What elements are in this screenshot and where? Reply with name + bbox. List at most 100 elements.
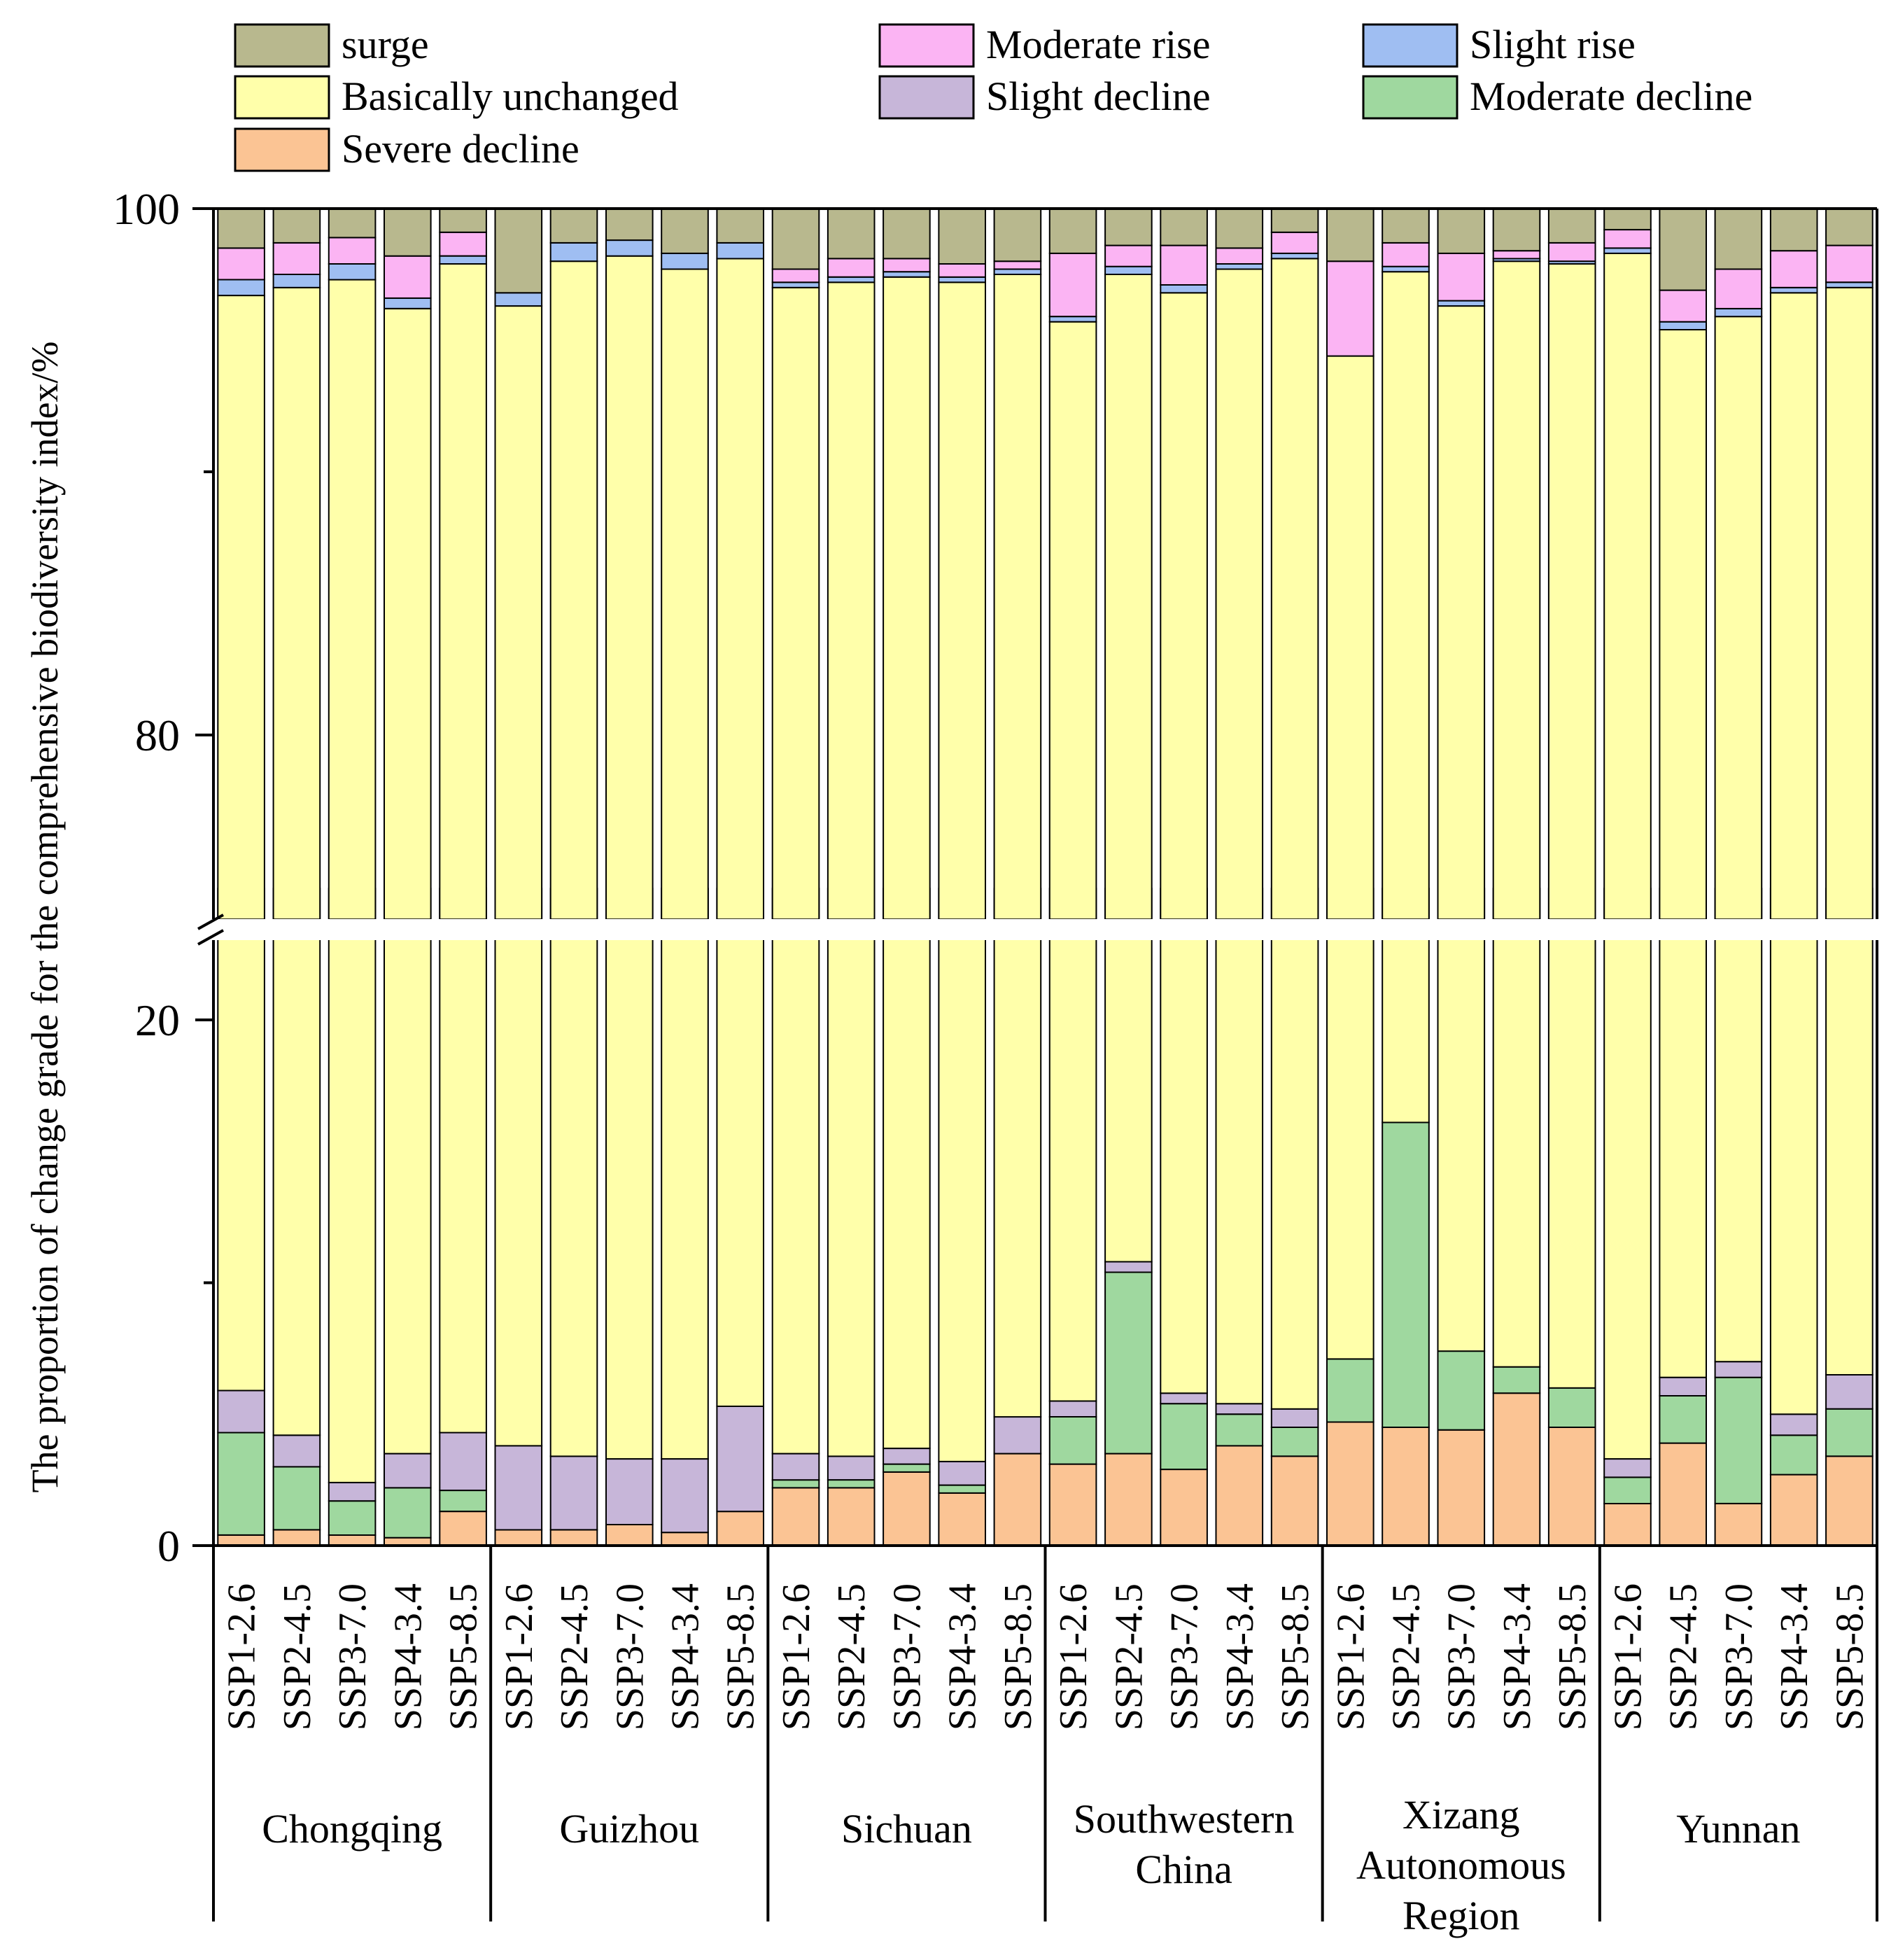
bar-segment-slight-decline	[439, 1432, 487, 1492]
x-tick-label: SSP1-2.6	[498, 1583, 541, 1730]
bar-segment-slight-rise	[771, 281, 820, 288]
x-axis-labels: Chongqing Guizhou Sichuan Southwestern China…	[212, 1546, 1878, 1938]
x-tick-label: SSP4-3.4	[1773, 1583, 1816, 1730]
bars: SSP1-2.6 SSP2-4.5 SSP3-7.0 SSP4-3.4 SSP5-8.5…	[203, 208, 1883, 1730]
bar-4-1	[1382, 208, 1430, 1546]
bar-4-0	[1326, 208, 1375, 1546]
bar-1-2	[605, 208, 654, 1546]
x-tick-label: SSP3-7.0	[1717, 1583, 1761, 1730]
bar-segment-surge	[439, 208, 487, 233]
bar-segment-severe-decline	[1382, 1427, 1430, 1546]
axes: 0 20 80 100	[113, 184, 1878, 1571]
bar-2-0	[771, 208, 820, 1546]
bar-segment-basically-unchanged	[217, 295, 265, 920]
bar-segment-basically-unchanged	[771, 286, 820, 920]
bar-segment-surge	[883, 208, 931, 260]
bar-segment-surge	[1659, 208, 1707, 291]
bar-segment-surge	[716, 208, 765, 244]
bar-3-0	[1048, 208, 1097, 1547]
bar-segment-slight-decline	[1769, 1413, 1818, 1436]
bar-2-3	[938, 208, 987, 1546]
bar-segment-surge	[1104, 208, 1153, 246]
bar-4-2	[1437, 208, 1486, 1547]
group-label: Region	[1403, 1893, 1520, 1938]
bar-segment-slight-rise	[827, 276, 876, 284]
bar-segment-basically-unchanged	[1326, 888, 1375, 1360]
bar-segment-severe-decline	[217, 1534, 265, 1546]
group-label: China	[1135, 1847, 1232, 1892]
bar-segment-slight-rise	[328, 263, 377, 281]
group-label: Yunnan	[1676, 1806, 1800, 1851]
bar-segment-slight-rise	[661, 252, 709, 270]
bar-segment-surge	[661, 208, 709, 254]
x-tick-label: SSP4-3.4	[941, 1583, 985, 1730]
bar-segment-severe-decline	[1714, 1502, 1763, 1546]
legend-label: Severe decline	[342, 126, 579, 172]
bar-segment-slight-decline	[993, 1416, 1042, 1455]
bar-segment-slight-rise	[1160, 284, 1208, 294]
bar-segment-moderate-rise	[1270, 231, 1319, 254]
bar-segment-basically-unchanged	[549, 888, 598, 1457]
bar-segment-basically-unchanged	[1104, 274, 1153, 920]
bar-segment-basically-unchanged	[1048, 888, 1097, 1402]
bar-segment-slight-decline	[328, 1481, 377, 1502]
bar-segment-moderate-decline	[1160, 1403, 1208, 1471]
bar-segment-basically-unchanged	[384, 307, 432, 920]
bar-segment-severe-decline	[1825, 1455, 1874, 1547]
x-tick-label: SSP3-7.0	[885, 1583, 929, 1730]
bar-segment-basically-unchanged	[1104, 888, 1153, 1263]
x-tick-label: SSP2-4.5	[830, 1583, 873, 1730]
bar-segment-slight-decline	[716, 1406, 765, 1513]
bar-segment-moderate-rise	[938, 263, 987, 278]
bar-segment-slight-decline	[938, 1460, 987, 1486]
x-tick-label: SSP1-2.6	[775, 1583, 818, 1730]
bar-segment-surge	[1048, 208, 1097, 254]
bar-segment-moderate-rise	[1659, 289, 1707, 323]
bar-segment-moderate-rise	[993, 260, 1042, 270]
bar-segment-severe-decline	[938, 1492, 987, 1546]
bar-segment-moderate-decline	[439, 1490, 487, 1513]
bar-segment-slight-rise	[549, 241, 598, 262]
bar-segment-surge	[938, 208, 987, 265]
bar-segment-surge	[1547, 208, 1596, 244]
bar-0-2	[328, 208, 377, 1546]
bar-segment-moderate-decline	[384, 1487, 432, 1539]
bar-3-2	[1160, 208, 1208, 1547]
bar-segment-severe-decline	[661, 1532, 709, 1546]
x-tick-label: SSP3-7.0	[1440, 1583, 1484, 1730]
legend-swatch	[1362, 23, 1458, 68]
bar-segment-slight-rise	[716, 241, 765, 260]
bar-segment-basically-unchanged	[1825, 888, 1874, 1376]
bar-segment-basically-unchanged	[1437, 888, 1486, 1352]
bar-segment-surge	[1492, 208, 1541, 252]
bar-segment-moderate-rise	[1160, 244, 1208, 286]
group-label: Autonomous	[1356, 1842, 1566, 1888]
bar-1-4	[716, 208, 765, 1546]
legend-swatch	[234, 127, 330, 172]
bar-segment-slight-decline	[1825, 1373, 1874, 1410]
legend-label: Slight rise	[1470, 22, 1636, 67]
bar-segment-moderate-rise	[384, 255, 432, 299]
bar-segment-slight-rise	[605, 239, 654, 257]
bar-segment-basically-unchanged	[883, 276, 931, 920]
bar-0-0	[217, 208, 265, 1546]
bar-segment-moderate-decline	[827, 1479, 876, 1489]
bar-segment-basically-unchanged	[494, 305, 543, 920]
bar-segment-basically-unchanged	[1382, 271, 1430, 920]
bar-4-3	[1492, 208, 1541, 1546]
bar-segment-moderate-rise	[883, 258, 931, 273]
x-tick-label: SSP1-2.6	[1606, 1583, 1650, 1730]
bar-segment-basically-unchanged	[1603, 888, 1652, 1460]
bar-segment-basically-unchanged	[1215, 268, 1264, 920]
bar-5-3	[1769, 208, 1818, 1547]
bar-segment-slight-rise	[883, 271, 931, 278]
x-tick-label: SSP5-8.5	[997, 1583, 1040, 1730]
legend-swatch	[234, 23, 330, 68]
bar-segment-slight-decline	[217, 1390, 265, 1434]
y-tick-label: 80	[135, 710, 180, 760]
bar-0-3	[384, 208, 432, 1546]
bar-segment-basically-unchanged	[1714, 316, 1763, 920]
bar-segment-surge	[1603, 208, 1652, 231]
bar-segment-basically-unchanged	[771, 888, 820, 1455]
bar-segment-basically-unchanged	[1048, 321, 1097, 920]
